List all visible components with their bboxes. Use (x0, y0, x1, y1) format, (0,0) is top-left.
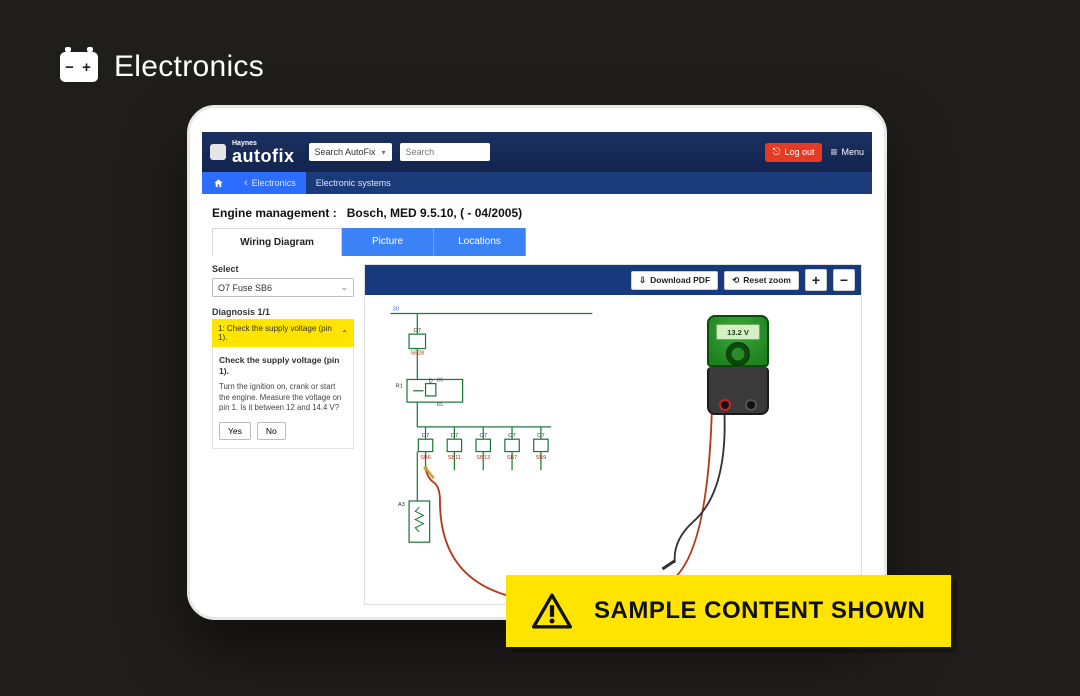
page-title: Engine management : Bosch, MED 9.5.10, (… (202, 194, 872, 228)
svg-text:SB11: SB11 (448, 455, 461, 461)
diagram-panel: ⇩ Download PDF ⟲ Reset zoom + − 30 O7 SB28… (364, 264, 862, 605)
warning-icon (532, 593, 572, 629)
svg-text:O7: O7 (508, 433, 516, 439)
svg-text:SB13: SB13 (476, 455, 490, 461)
diagnosis-step-text: Turn the ignition on, crank or start the… (219, 382, 347, 414)
download-pdf-button[interactable]: ⇩ Download PDF (631, 271, 718, 290)
tab-wiring-diagram[interactable]: Wiring Diagram (212, 228, 342, 256)
brand-mark-icon (210, 144, 226, 160)
breadcrumb-home[interactable] (202, 172, 234, 194)
reset-icon: ⟲ (732, 275, 739, 286)
svg-text:O7: O7 (537, 433, 545, 439)
breadcrumb-electronics[interactable]: Electronics (234, 172, 306, 194)
svg-text:O7: O7 (422, 433, 430, 439)
logout-label: Log out (784, 147, 814, 157)
svg-text:85: 85 (437, 402, 443, 408)
component-select[interactable]: O7 Fuse SB6 ⌄ (212, 278, 354, 297)
app-header: Haynes autofix Search AutoFix ▾ Log out … (202, 132, 872, 172)
svg-text:O7: O7 (451, 433, 459, 439)
download-label: Download PDF (650, 275, 710, 285)
title-prefix: Engine management : (212, 206, 337, 220)
svg-text:SB9: SB9 (536, 455, 547, 461)
multimeter-dial (726, 342, 750, 366)
screen: Haynes autofix Search AutoFix ▾ Log out … (202, 132, 872, 605)
menu-button[interactable]: Menu (830, 145, 864, 159)
svg-text:86: 86 (437, 378, 443, 384)
breadcrumb: Electronics Electronic systems (202, 172, 872, 194)
svg-text:O7: O7 (479, 433, 487, 439)
zoom-out-button[interactable]: − (833, 269, 855, 291)
brand-logo[interactable]: Haynes autofix (210, 140, 295, 165)
breadcrumb-electronics-label: Electronics (252, 178, 296, 188)
svg-text:R1: R1 (396, 384, 403, 390)
search-scope-label: Search AutoFix (315, 147, 376, 157)
diagnosis-sidebar: Select O7 Fuse SB6 ⌄ Diagnosis 1/1 1: Ch… (212, 264, 354, 605)
tab-locations[interactable]: Locations (434, 228, 526, 256)
page-section-text: Electronics (114, 50, 264, 84)
breadcrumb-systems[interactable]: Electronic systems (306, 172, 401, 194)
svg-text:D: D (429, 379, 433, 385)
wiring-diagram-svg: 30 O7 SB28 R1 D 86 85 O7 SB6 O7 SB11 O7 SB13 O7 SB7 O7 S… (365, 295, 861, 604)
diagnosis-step-label: 1: Check the supply voltage (pin 1). (218, 324, 341, 342)
svg-text:SB7: SB7 (507, 455, 518, 461)
no-button[interactable]: No (257, 422, 286, 440)
search-scope-select[interactable]: Search AutoFix ▾ (309, 143, 392, 161)
page-section-label: Electronics (60, 50, 264, 84)
tab-picture[interactable]: Picture (342, 228, 434, 256)
breadcrumb-systems-label: Electronic systems (316, 178, 391, 188)
svg-text:30: 30 (393, 306, 399, 312)
diagram-toolbar: ⇩ Download PDF ⟲ Reset zoom + − (365, 265, 861, 295)
banner-text: SAMPLE CONTENT SHOWN (594, 597, 925, 625)
chevron-up-icon: ⌃ (341, 329, 348, 338)
reset-label: Reset zoom (743, 275, 791, 285)
multimeter-port-red (721, 401, 729, 409)
title-model (340, 206, 343, 220)
main-content: Select O7 Fuse SB6 ⌄ Diagnosis 1/1 1: Ch… (202, 256, 872, 605)
svg-text:SB28: SB28 (410, 351, 424, 357)
svg-text:A3: A3 (398, 502, 405, 508)
chevron-down-icon: ▾ (382, 148, 386, 157)
diagnosis-step-header[interactable]: 1: Check the supply voltage (pin 1). ⌃ (212, 319, 354, 347)
diagnosis-step-body: Check the supply voltage (pin 1). Turn t… (212, 347, 354, 449)
svg-text:SB6: SB6 (420, 455, 431, 461)
zoom-in-button[interactable]: + (805, 269, 827, 291)
home-icon (213, 178, 224, 189)
logout-button[interactable]: Log out (765, 143, 823, 162)
search-input[interactable] (400, 143, 490, 161)
multimeter-port-black (747, 401, 755, 409)
tab-bar: Wiring Diagram Picture Locations (212, 228, 862, 256)
multimeter-reading: 13.2 V (716, 324, 760, 340)
yes-button[interactable]: Yes (219, 422, 251, 440)
sample-content-banner: SAMPLE CONTENT SHOWN (506, 575, 951, 647)
svg-text:O7: O7 (414, 328, 422, 334)
component-select-value: O7 Fuse SB6 (218, 283, 272, 293)
wiring-diagram-canvas[interactable]: 30 O7 SB28 R1 D 86 85 O7 SB6 O7 SB11 O7 SB13 O7 SB7 O7 S… (365, 295, 861, 604)
diagnosis-counter: Diagnosis 1/1 (212, 307, 354, 317)
select-label: Select (212, 264, 354, 274)
menu-label: Menu (841, 147, 864, 157)
diagnosis-step-heading: Check the supply voltage (pin 1). (219, 355, 347, 376)
download-icon: ⇩ (639, 275, 646, 286)
tablet-frame: Haynes autofix Search AutoFix ▾ Log out … (187, 105, 887, 620)
brand-name: autofix (232, 147, 295, 165)
title-model-text: Bosch, MED 9.5.10, ( - 04/2005) (347, 206, 522, 220)
reset-zoom-button[interactable]: ⟲ Reset zoom (724, 271, 799, 290)
multimeter: 13.2 V (707, 315, 769, 413)
chevron-down-icon: ⌄ (340, 282, 348, 293)
battery-icon (60, 52, 98, 82)
